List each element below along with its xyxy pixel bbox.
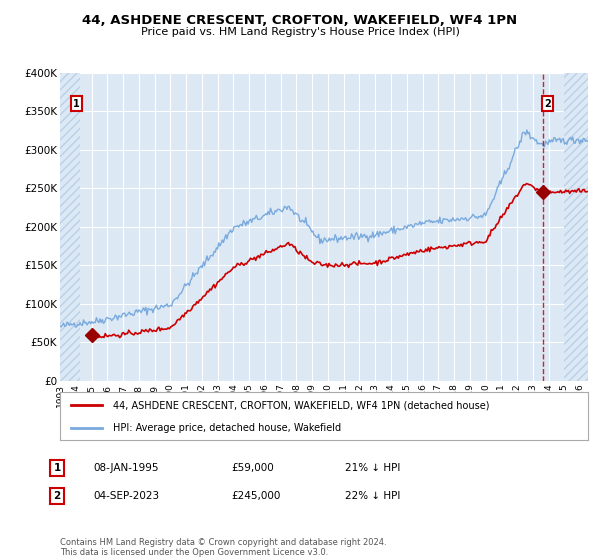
Text: 04-SEP-2023: 04-SEP-2023 bbox=[93, 491, 159, 501]
Text: Contains HM Land Registry data © Crown copyright and database right 2024.
This d: Contains HM Land Registry data © Crown c… bbox=[60, 538, 386, 557]
Text: 21% ↓ HPI: 21% ↓ HPI bbox=[345, 463, 400, 473]
Text: 08-JAN-1995: 08-JAN-1995 bbox=[93, 463, 158, 473]
Text: 2: 2 bbox=[544, 99, 551, 109]
Text: 22% ↓ HPI: 22% ↓ HPI bbox=[345, 491, 400, 501]
Text: £59,000: £59,000 bbox=[231, 463, 274, 473]
Text: 1: 1 bbox=[73, 99, 80, 109]
Text: Price paid vs. HM Land Registry's House Price Index (HPI): Price paid vs. HM Land Registry's House … bbox=[140, 27, 460, 37]
Text: 1: 1 bbox=[53, 463, 61, 473]
Text: HPI: Average price, detached house, Wakefield: HPI: Average price, detached house, Wake… bbox=[113, 423, 341, 433]
Text: 44, ASHDENE CRESCENT, CROFTON, WAKEFIELD, WF4 1PN: 44, ASHDENE CRESCENT, CROFTON, WAKEFIELD… bbox=[82, 14, 518, 27]
Text: 44, ASHDENE CRESCENT, CROFTON, WAKEFIELD, WF4 1PN (detached house): 44, ASHDENE CRESCENT, CROFTON, WAKEFIELD… bbox=[113, 400, 490, 410]
Text: £245,000: £245,000 bbox=[231, 491, 280, 501]
Text: 2: 2 bbox=[53, 491, 61, 501]
